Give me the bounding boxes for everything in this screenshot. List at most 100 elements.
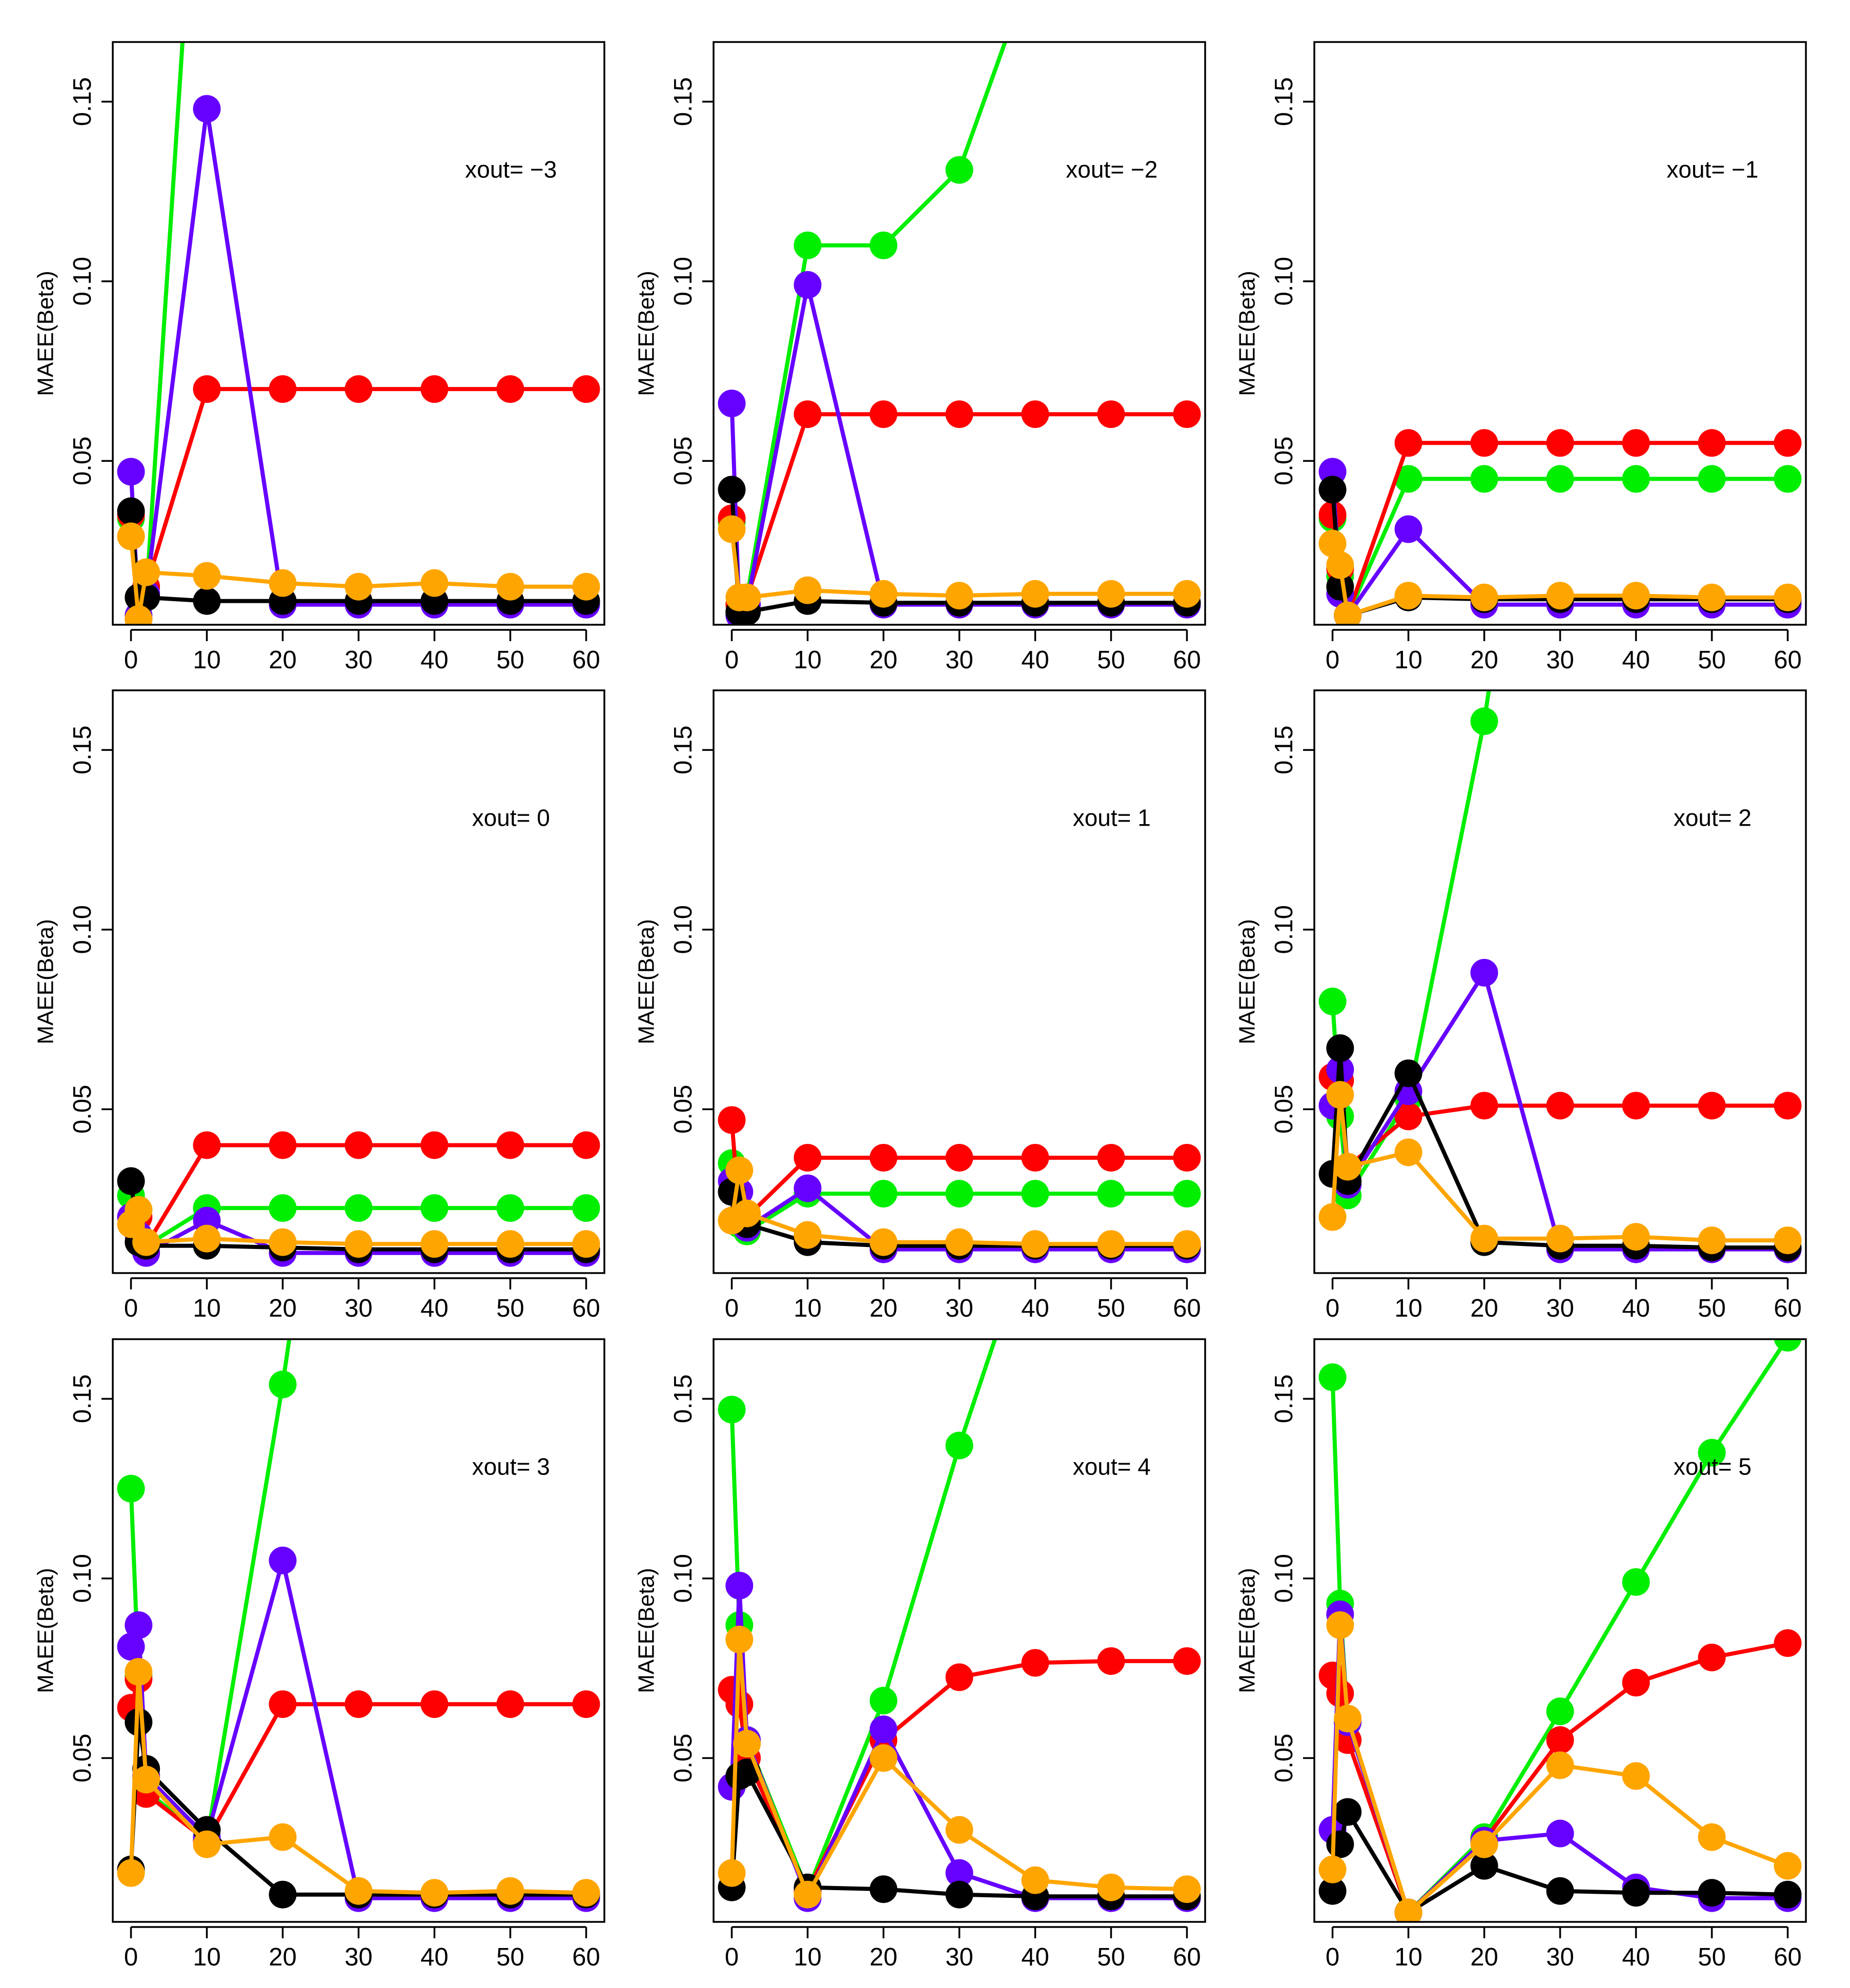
data-point bbox=[869, 1715, 898, 1744]
annotation: xout= 5 bbox=[1674, 1453, 1752, 1480]
x-tick-label: 0 bbox=[124, 1943, 138, 1971]
data-point bbox=[1470, 429, 1498, 457]
y-tick-label: 0.10 bbox=[69, 905, 96, 954]
data-point bbox=[718, 1106, 746, 1134]
y-tick-label: 0.05 bbox=[69, 1085, 96, 1134]
data-point bbox=[1698, 465, 1726, 493]
plot-area bbox=[1318, 1339, 1802, 1922]
panel: 0 10 20 30 40 50 60 0.05 0.10 0.15 MAEE(Beta) xout=… bbox=[33, 41, 605, 674]
plot-frame bbox=[713, 1338, 1206, 1923]
data-point bbox=[1546, 465, 1574, 493]
data-point bbox=[117, 1859, 145, 1887]
data-point bbox=[1622, 1223, 1650, 1251]
data-point bbox=[869, 1180, 898, 1208]
data-point bbox=[869, 1875, 898, 1903]
x-tick-label: 10 bbox=[1394, 1943, 1422, 1971]
y-tick-label: 0.10 bbox=[669, 1554, 697, 1603]
data-point bbox=[1774, 1092, 1802, 1120]
data-point bbox=[1546, 1224, 1574, 1253]
x-tick-label: 0 bbox=[1326, 1943, 1339, 1971]
x-tick-label: 0 bbox=[725, 646, 739, 674]
y-tick-label: 0.05 bbox=[69, 1734, 96, 1782]
x-tick-label: 10 bbox=[794, 1943, 822, 1971]
data-point bbox=[1470, 958, 1498, 987]
data-point bbox=[718, 1396, 746, 1424]
y-tick-label: 0.15 bbox=[69, 1375, 96, 1423]
data-point bbox=[420, 1879, 449, 1907]
y-tick-label: 0.05 bbox=[669, 1734, 697, 1782]
data-point bbox=[1394, 1138, 1422, 1166]
y-axis-label: MAEE(Beta) bbox=[634, 919, 659, 1044]
data-point bbox=[1622, 1568, 1650, 1596]
x-tick-label: 50 bbox=[496, 646, 524, 674]
annotation: xout= 0 bbox=[472, 805, 550, 831]
data-point bbox=[1622, 1092, 1650, 1120]
data-point bbox=[344, 375, 373, 403]
data-point bbox=[945, 1816, 973, 1844]
data-point bbox=[572, 375, 600, 403]
data-point bbox=[1774, 1852, 1802, 1880]
data-point bbox=[1097, 1230, 1125, 1258]
y-tick-label: 0.10 bbox=[669, 257, 697, 305]
data-point bbox=[1173, 1180, 1201, 1208]
data-point bbox=[193, 562, 221, 590]
data-point bbox=[1470, 1830, 1498, 1858]
y-axis-label: MAEE(Beta) bbox=[1235, 919, 1260, 1044]
data-point bbox=[125, 605, 153, 625]
data-point bbox=[945, 400, 973, 428]
annotation: xout= −3 bbox=[465, 156, 557, 183]
x-tick-label: 30 bbox=[344, 646, 373, 674]
panel: 0 10 20 30 40 50 60 0.05 0.10 0.15 MAEE(Beta) xout=… bbox=[33, 689, 605, 1322]
data-point bbox=[945, 1663, 973, 1691]
data-point bbox=[1774, 583, 1802, 611]
plot-frame bbox=[713, 41, 1206, 626]
data-point bbox=[733, 583, 761, 611]
plot-area bbox=[718, 1106, 1201, 1263]
data-point bbox=[193, 375, 221, 403]
data-point bbox=[718, 515, 746, 543]
data-point bbox=[1173, 1647, 1201, 1675]
x-tick-label: 10 bbox=[193, 1943, 221, 1971]
x-tick-label: 0 bbox=[1326, 646, 1339, 674]
data-point bbox=[1334, 1798, 1362, 1826]
data-point bbox=[572, 1879, 600, 1907]
data-point bbox=[945, 156, 973, 184]
x-tick-label: 50 bbox=[496, 1295, 524, 1322]
data-point bbox=[193, 1224, 221, 1253]
x-tick-label: 40 bbox=[1622, 646, 1650, 674]
data-point bbox=[1546, 1697, 1574, 1726]
data-point bbox=[1546, 1751, 1574, 1779]
plot-area bbox=[718, 42, 1201, 625]
x-tick-label: 20 bbox=[1470, 646, 1498, 674]
data-point bbox=[1698, 1823, 1726, 1851]
data-point bbox=[1394, 465, 1422, 493]
data-point bbox=[1173, 1230, 1201, 1258]
data-point bbox=[794, 1221, 822, 1249]
data-point bbox=[945, 1431, 973, 1460]
x-tick-label: 20 bbox=[1470, 1295, 1498, 1322]
data-point bbox=[344, 1131, 373, 1159]
data-point bbox=[1546, 1726, 1574, 1754]
data-point bbox=[1326, 1611, 1354, 1639]
data-point bbox=[420, 375, 449, 403]
data-point bbox=[1097, 1143, 1125, 1172]
data-point bbox=[1021, 1143, 1049, 1172]
data-point bbox=[1173, 1875, 1201, 1903]
data-point bbox=[572, 1230, 600, 1258]
y-tick-label: 0.10 bbox=[1270, 905, 1298, 954]
data-point bbox=[269, 1690, 297, 1718]
data-point bbox=[794, 231, 822, 259]
x-tick-label: 10 bbox=[794, 646, 822, 674]
data-point bbox=[1021, 1649, 1049, 1677]
data-point bbox=[420, 1230, 449, 1258]
x-tick-label: 50 bbox=[1097, 1295, 1125, 1322]
plot-frame bbox=[1313, 41, 1807, 626]
data-point bbox=[725, 1571, 754, 1600]
data-point bbox=[1546, 582, 1574, 610]
data-point bbox=[1021, 580, 1049, 608]
x-tick-label: 50 bbox=[1698, 1943, 1726, 1971]
x-tick-label: 60 bbox=[1173, 1295, 1201, 1322]
x-tick-label: 30 bbox=[344, 1295, 373, 1322]
panel: 0 10 20 30 40 50 60 0.05 0.10 0.15 MAEE(Beta) xout=… bbox=[634, 41, 1206, 674]
data-point bbox=[269, 1194, 297, 1222]
